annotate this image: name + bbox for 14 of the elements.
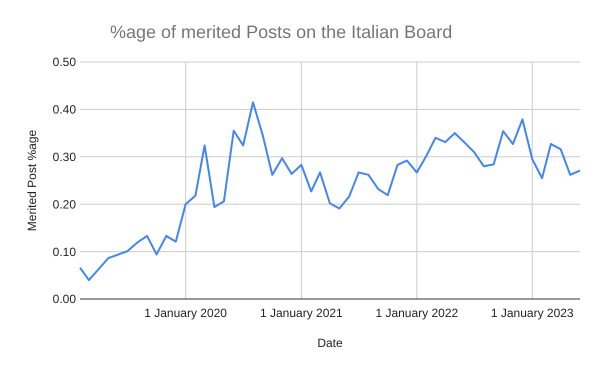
y-tick-label: 0.30 (52, 150, 76, 164)
y-axis-title: Merited Post %age (25, 129, 39, 232)
x-tick-label: 1 January 2021 (260, 306, 344, 320)
x-axis-title: Date (317, 336, 343, 350)
x-tick-label: 1 January 2020 (144, 306, 228, 320)
y-tick-label: 0.20 (52, 197, 76, 212)
line-series (79, 101, 581, 282)
y-tick-label: 0.00 (52, 292, 76, 306)
y-tick-label: 0.50 (52, 55, 76, 70)
x-tick-label: 1 January 2023 (490, 306, 574, 320)
y-tick-label: 0.40 (52, 102, 76, 117)
x-tick-label: 1 January 2022 (375, 306, 458, 320)
y-tick-label: 0.10 (52, 244, 76, 259)
chart-title: %age of merited Posts on the Italian Board (110, 22, 452, 42)
